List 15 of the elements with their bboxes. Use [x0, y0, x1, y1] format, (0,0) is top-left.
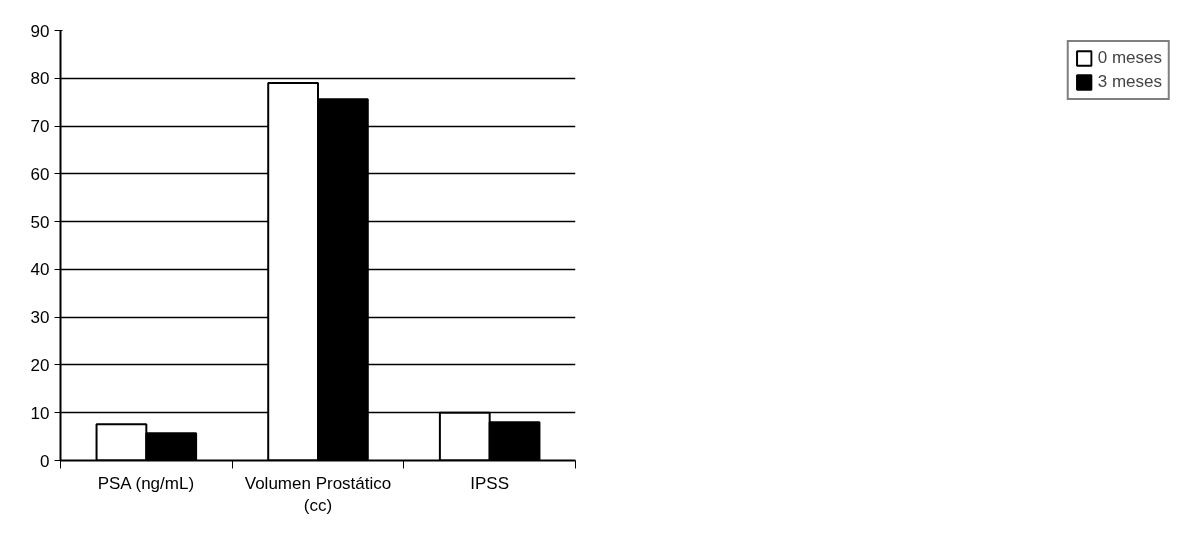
- y-tick-label: 80: [30, 69, 50, 89]
- legend-label: 0 meses: [1097, 48, 1162, 68]
- legend-label: 3 meses: [1097, 72, 1162, 92]
- y-tick-label: 30: [30, 308, 50, 328]
- y-tick-label: 20: [30, 355, 50, 375]
- y-tick-label: 0: [40, 451, 50, 471]
- x-tick-label: PSA (ng/mL): [97, 473, 195, 493]
- y-tick-label: 70: [30, 117, 50, 137]
- y-tick-label: 60: [30, 164, 50, 184]
- y-tick-label: 50: [30, 212, 50, 232]
- y-tick-label: 90: [30, 21, 50, 41]
- x-tick-label: Volumen Prostático (cc): [244, 473, 392, 516]
- x-tick-label: IPSS: [470, 473, 510, 493]
- y-tick-label: 10: [30, 403, 50, 423]
- y-tick-label: 40: [30, 260, 50, 280]
